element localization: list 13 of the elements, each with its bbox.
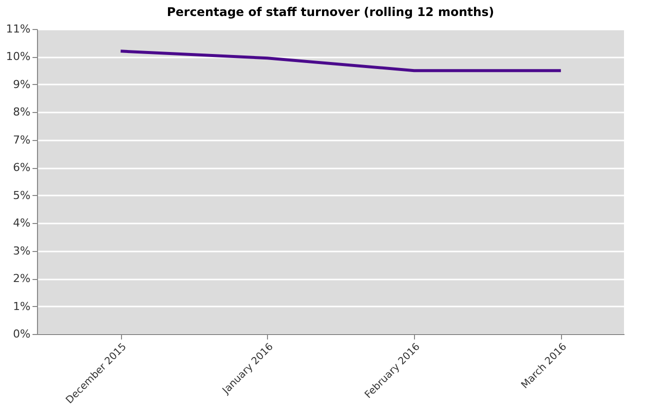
- y-tick-label: 10%: [6, 50, 30, 64]
- y-tick-label: 3%: [13, 244, 30, 258]
- y-tick-label: 0%: [13, 328, 30, 340]
- y-tick-label: 9%: [13, 78, 30, 91]
- y-tick-label: 2%: [13, 272, 30, 286]
- y-tick-label: 4%: [13, 216, 30, 230]
- y-tick-label: 1%: [13, 300, 30, 313]
- chart-title: Percentage of staff turnover (rolling 12 months): [166, 5, 494, 19]
- y-tick-label: 5%: [13, 188, 30, 202]
- y-tick-label: 6%: [13, 161, 30, 174]
- y-tick-label: 8%: [13, 106, 30, 119]
- y-tick-label: 7%: [13, 133, 30, 146]
- y-tick-label: 11%: [6, 22, 30, 36]
